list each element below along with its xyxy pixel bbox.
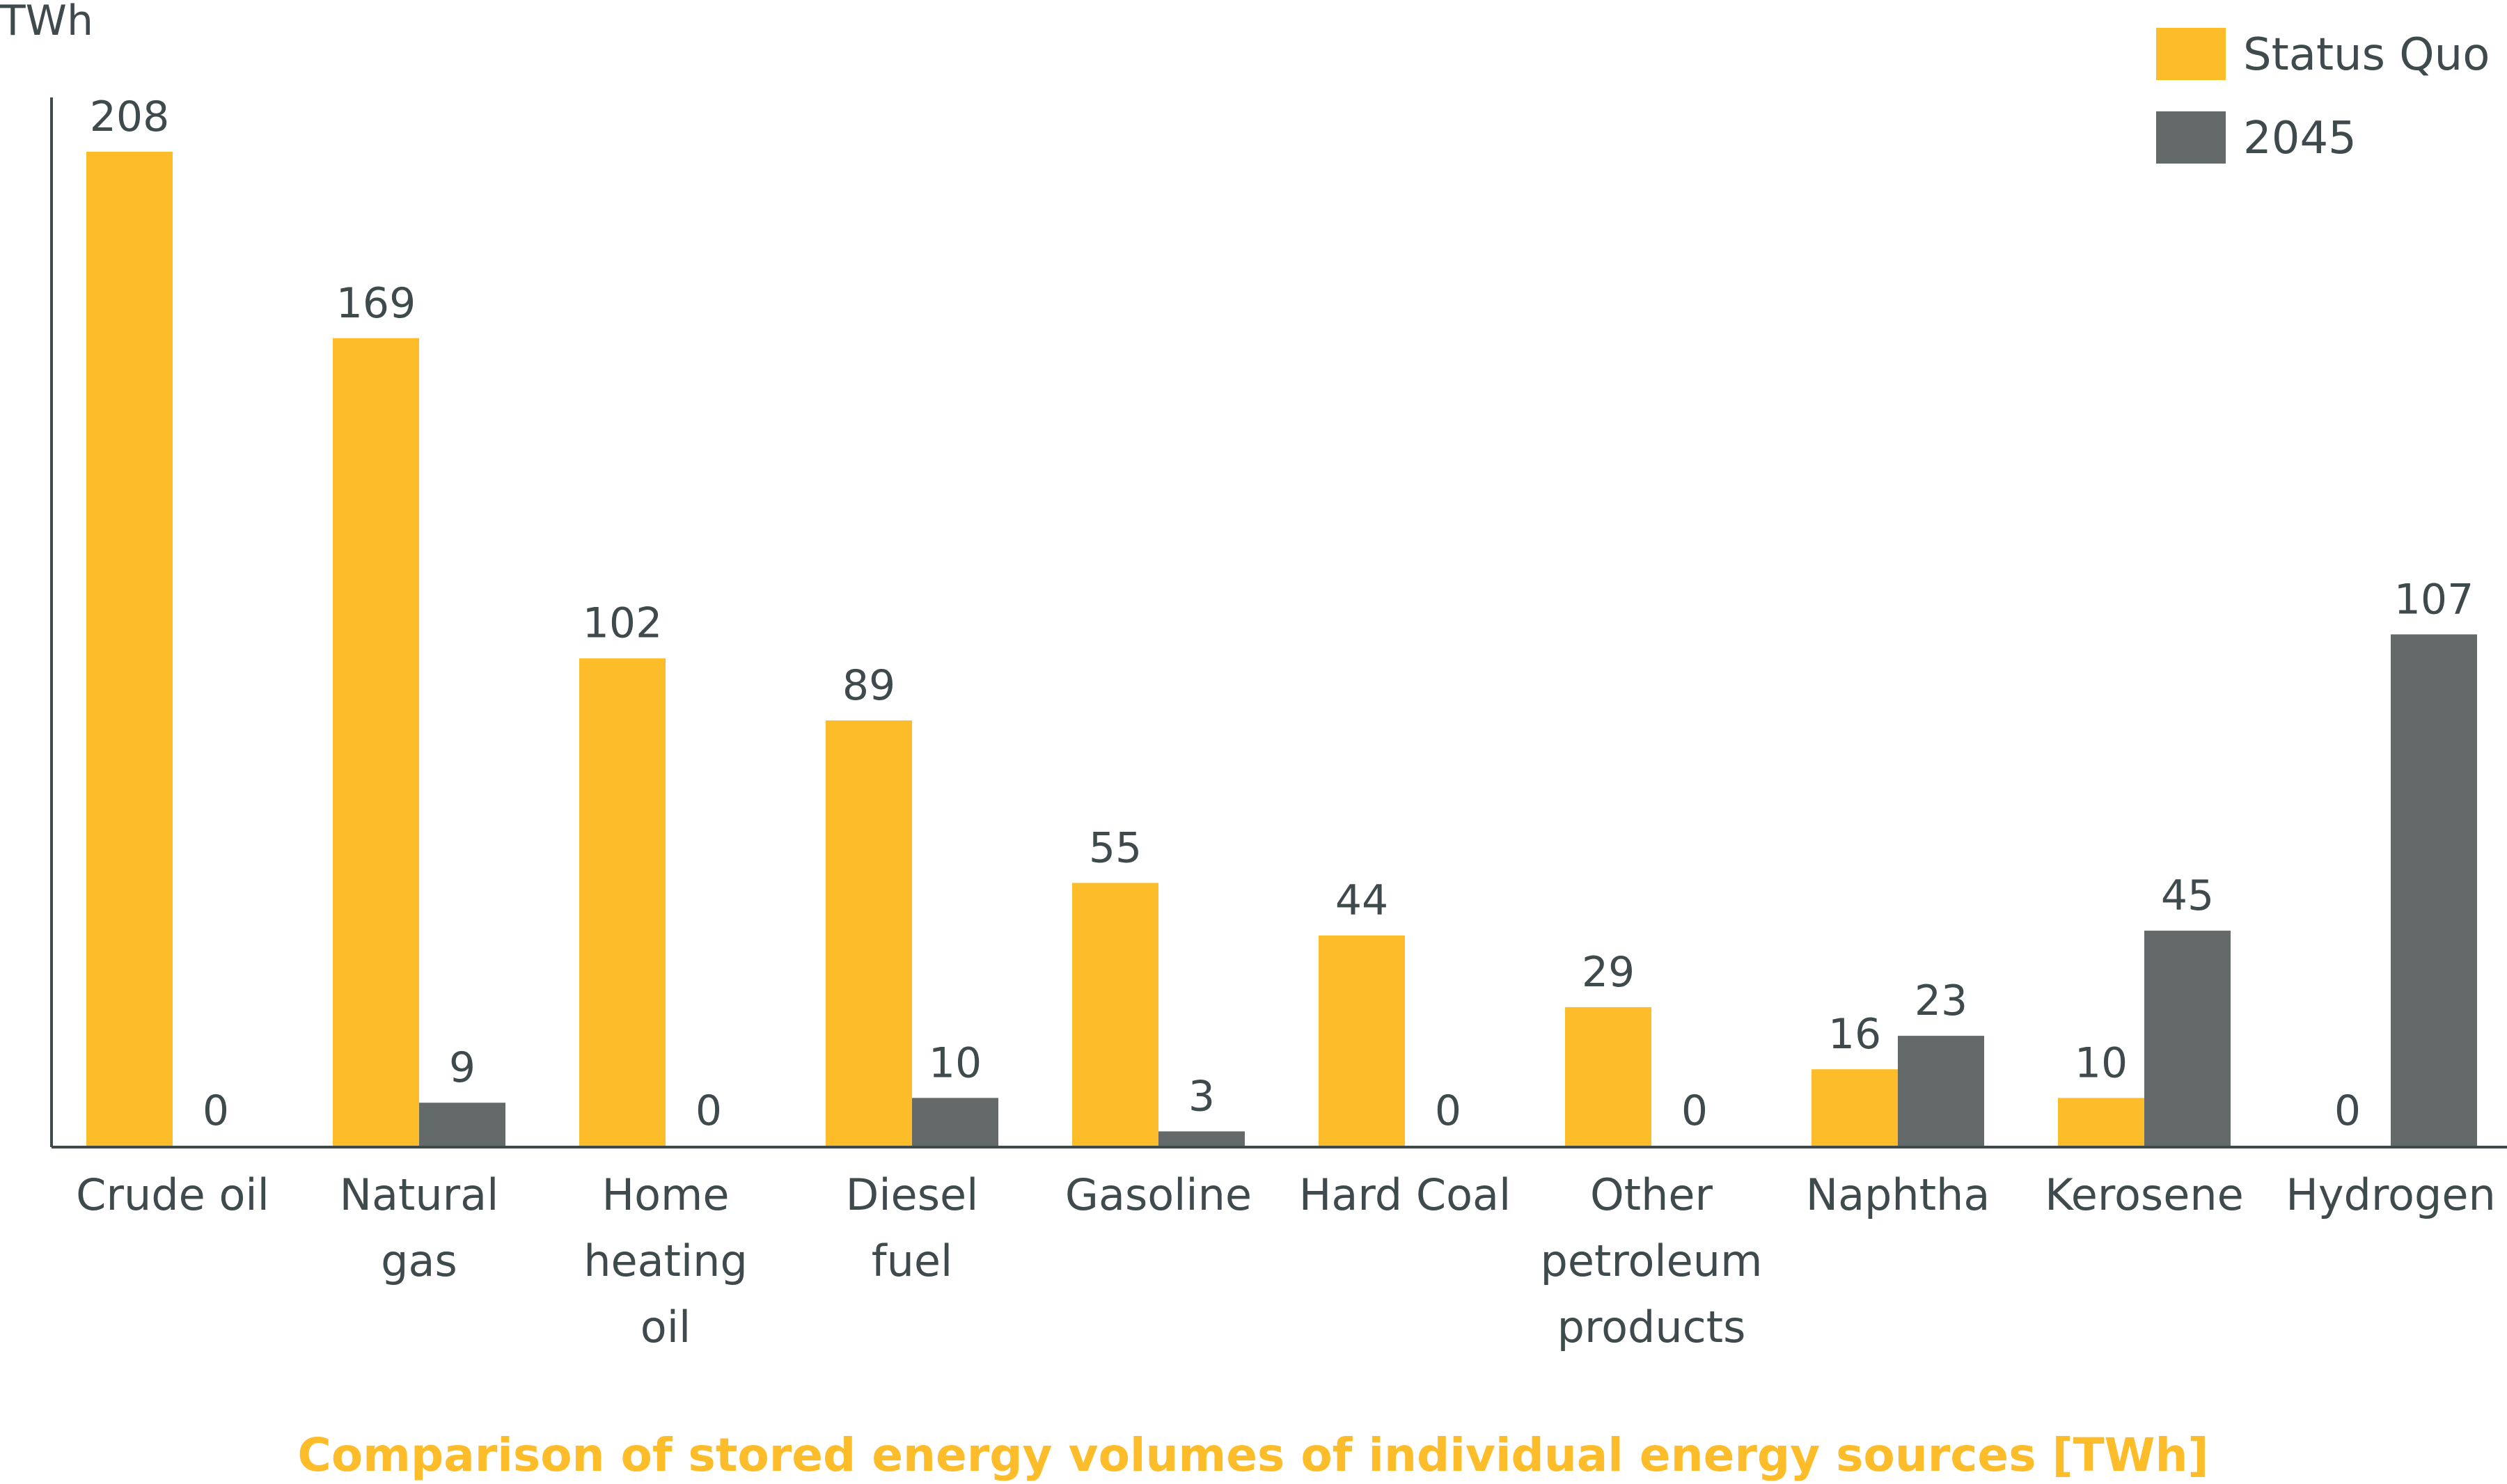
value-label-status-quo-9: 0 bbox=[2334, 1087, 2361, 1135]
bar-status-quo-3 bbox=[826, 720, 912, 1146]
value-labels: 208 0 169 9 102 0 89 10 55 3 44 0 29 0 16 23 10 45 0 107 bbox=[90, 93, 2474, 1135]
category-label-1-line-0: Natural bbox=[340, 1169, 499, 1220]
bar-status-quo-7 bbox=[1812, 1069, 1898, 1146]
bar-2045-9 bbox=[2391, 634, 2477, 1146]
legend-swatch-2045 bbox=[2156, 111, 2226, 164]
category-labels: Crude oil Natural gas Home heating oil Diesel f… bbox=[76, 1169, 2496, 1352]
value-label-2045-3: 10 bbox=[929, 1039, 982, 1087]
bar-status-quo-6 bbox=[1565, 1007, 1651, 1146]
bar-status-quo-8 bbox=[2058, 1098, 2144, 1146]
bar-2045-1 bbox=[419, 1103, 505, 1146]
value-label-status-quo-1: 169 bbox=[336, 279, 416, 328]
legend-label-status-quo: Status Quo bbox=[2243, 29, 2490, 81]
category-label-6-line-1: petroleum bbox=[1541, 1236, 1763, 1286]
bar-2045-3 bbox=[912, 1098, 998, 1146]
bar-status-quo-5 bbox=[1319, 935, 1405, 1146]
chart-title: Comparison of stored energy volumes of i… bbox=[297, 1428, 2208, 1482]
value-label-2045-8: 45 bbox=[2161, 871, 2214, 920]
category-label-8-line-0: Kerosene bbox=[2045, 1169, 2244, 1220]
legend-swatch-status-quo bbox=[2156, 28, 2226, 80]
category-label-3-line-0: Diesel bbox=[846, 1169, 979, 1220]
category-label-2-line-0: Home bbox=[602, 1169, 729, 1220]
bar-status-quo-4 bbox=[1072, 883, 1158, 1146]
legend-label-2045: 2045 bbox=[2243, 113, 2357, 164]
legend: Status Quo 2045 bbox=[2156, 28, 2490, 164]
value-label-2045-7: 23 bbox=[1915, 977, 1967, 1025]
category-label-2-line-1: heating bbox=[583, 1236, 748, 1286]
value-label-2045-1: 9 bbox=[449, 1043, 476, 1092]
y-axis-unit-label: TWh bbox=[0, 0, 93, 45]
value-label-status-quo-3: 89 bbox=[842, 661, 895, 710]
category-label-3-line-1: fuel bbox=[872, 1236, 953, 1286]
category-label-4-line-0: Gasoline bbox=[1065, 1169, 1252, 1220]
category-label-5-line-0: Hard Coal bbox=[1299, 1169, 1511, 1220]
value-label-status-quo-0: 208 bbox=[90, 93, 170, 141]
bar-2045-7 bbox=[1898, 1036, 1984, 1146]
value-label-status-quo-8: 10 bbox=[2075, 1039, 2128, 1087]
bar-status-quo-1 bbox=[333, 338, 419, 1146]
category-label-7-line-0: Naphtha bbox=[1806, 1169, 1990, 1220]
category-label-6-line-0: Other bbox=[1590, 1169, 1713, 1220]
value-label-status-quo-7: 16 bbox=[1828, 1010, 1881, 1059]
value-label-status-quo-5: 44 bbox=[1335, 876, 1388, 925]
category-label-6-line-2: products bbox=[1557, 1302, 1746, 1352]
value-label-status-quo-6: 29 bbox=[1582, 948, 1635, 997]
bars bbox=[86, 152, 2477, 1146]
category-label-2-line-2: oil bbox=[640, 1302, 691, 1352]
value-label-status-quo-2: 102 bbox=[583, 599, 663, 648]
bar-status-quo-2 bbox=[579, 658, 666, 1146]
value-label-2045-0: 0 bbox=[203, 1087, 229, 1135]
category-label-1-line-1: gas bbox=[381, 1236, 457, 1286]
value-label-status-quo-4: 55 bbox=[1089, 823, 1142, 872]
bar-2045-4 bbox=[1158, 1131, 1245, 1146]
value-label-2045-9: 107 bbox=[2394, 575, 2474, 624]
category-label-9-line-0: Hydrogen bbox=[2286, 1169, 2496, 1220]
category-label-0-line-0: Crude oil bbox=[76, 1169, 269, 1220]
bar-2045-8 bbox=[2144, 931, 2231, 1146]
value-label-2045-4: 3 bbox=[1188, 1072, 1215, 1121]
bar-status-quo-0 bbox=[86, 152, 173, 1146]
value-label-2045-2: 0 bbox=[695, 1087, 722, 1135]
value-label-2045-6: 0 bbox=[1681, 1087, 1708, 1135]
value-label-2045-5: 0 bbox=[1435, 1087, 1461, 1135]
axes: TWh bbox=[0, 0, 2507, 1148]
